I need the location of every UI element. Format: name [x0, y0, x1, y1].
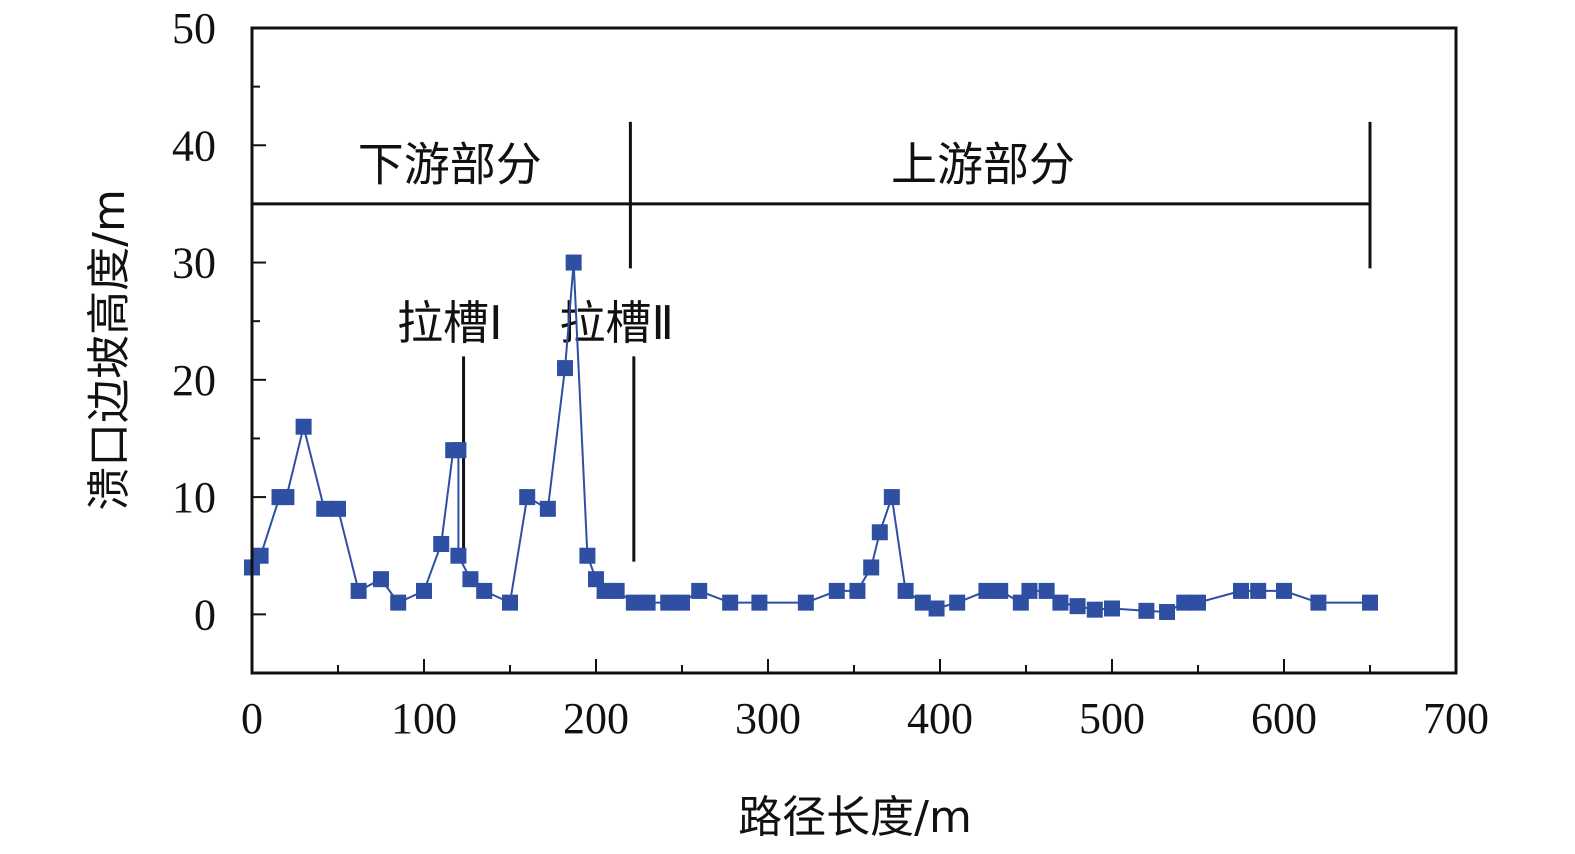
region-label: 上游部分	[891, 137, 1075, 191]
data-point	[278, 489, 295, 506]
data-point	[579, 547, 596, 564]
data-point	[416, 582, 432, 599]
data-point	[625, 594, 642, 611]
data-point	[928, 600, 945, 617]
data-point	[1276, 582, 1292, 599]
y-axis-title: 溃口边坡高度/m	[84, 189, 135, 511]
data-point	[450, 442, 467, 459]
data-point	[608, 582, 625, 599]
data-point	[476, 582, 493, 599]
data-point	[462, 571, 479, 588]
data-point	[350, 582, 367, 599]
data-point	[295, 418, 312, 435]
data-point	[1021, 582, 1038, 599]
y-tick-label: 10	[172, 473, 216, 522]
data-point	[1159, 604, 1176, 621]
plot-frame	[250, 26, 1458, 675]
data-point	[519, 489, 536, 506]
data-point	[1233, 582, 1249, 599]
y-tick-labels: 0 10 20 30 40 50	[172, 4, 216, 639]
data-point	[1038, 582, 1055, 599]
y-tick-label: 0	[194, 590, 216, 639]
data-point	[1310, 594, 1327, 611]
data-point	[691, 582, 708, 599]
data-point	[1052, 594, 1069, 611]
data-point	[373, 571, 389, 588]
data-point	[1362, 594, 1378, 611]
data-point	[883, 489, 900, 506]
data-point	[871, 524, 888, 541]
data-point	[992, 582, 1009, 599]
data-point	[565, 254, 582, 271]
data-point	[914, 594, 931, 611]
data-point	[433, 536, 450, 552]
data-point	[828, 582, 845, 599]
data-point	[330, 500, 346, 517]
y-tick-label: 30	[172, 239, 216, 288]
x-tick-label: 400	[907, 694, 973, 743]
data-point	[450, 547, 467, 564]
data-point	[1104, 600, 1120, 617]
data-point	[539, 500, 556, 517]
data-point	[1190, 594, 1206, 611]
y-tick-label: 40	[172, 121, 216, 170]
data-point	[639, 594, 656, 611]
data-point	[557, 360, 574, 377]
data-point	[252, 547, 269, 564]
notch-label: 拉槽Ⅰ	[397, 296, 503, 350]
data-point	[660, 594, 677, 611]
notch-label: 拉槽Ⅱ	[559, 296, 674, 350]
x-tick-labels: 0 100 200 300 400 500 600 700	[241, 694, 1489, 743]
data-point	[1086, 601, 1103, 618]
x-tick-label: 300	[735, 694, 801, 743]
x-tick-label: 0	[241, 694, 263, 743]
data-point	[949, 594, 966, 611]
data-point	[897, 582, 914, 599]
x-tick-label: 500	[1079, 694, 1145, 743]
tick-marks	[251, 27, 1457, 673]
data-layer	[244, 254, 1378, 621]
data-point	[316, 500, 333, 517]
x-tick-label: 200	[563, 694, 629, 743]
region-label: 下游部分	[358, 137, 542, 191]
data-point	[797, 594, 814, 611]
data-point	[390, 594, 407, 611]
data-point	[751, 594, 768, 611]
data-point	[1176, 594, 1193, 611]
x-tick-label: 700	[1423, 694, 1489, 743]
data-point	[596, 582, 613, 599]
data-point	[674, 594, 690, 611]
y-tick-label: 20	[172, 356, 216, 405]
data-point	[1069, 598, 1086, 615]
y-tick-label: 50	[172, 4, 216, 53]
data-point	[1138, 602, 1155, 619]
x-tick-label: 600	[1251, 694, 1317, 743]
data-point	[849, 582, 866, 599]
data-point	[1250, 582, 1267, 599]
data-point	[978, 582, 995, 599]
data-point	[722, 594, 739, 611]
x-tick-label: 100	[391, 694, 457, 743]
data-point	[863, 559, 880, 576]
data-point	[502, 594, 518, 611]
x-axis-title: 路径长度/m	[738, 792, 972, 843]
